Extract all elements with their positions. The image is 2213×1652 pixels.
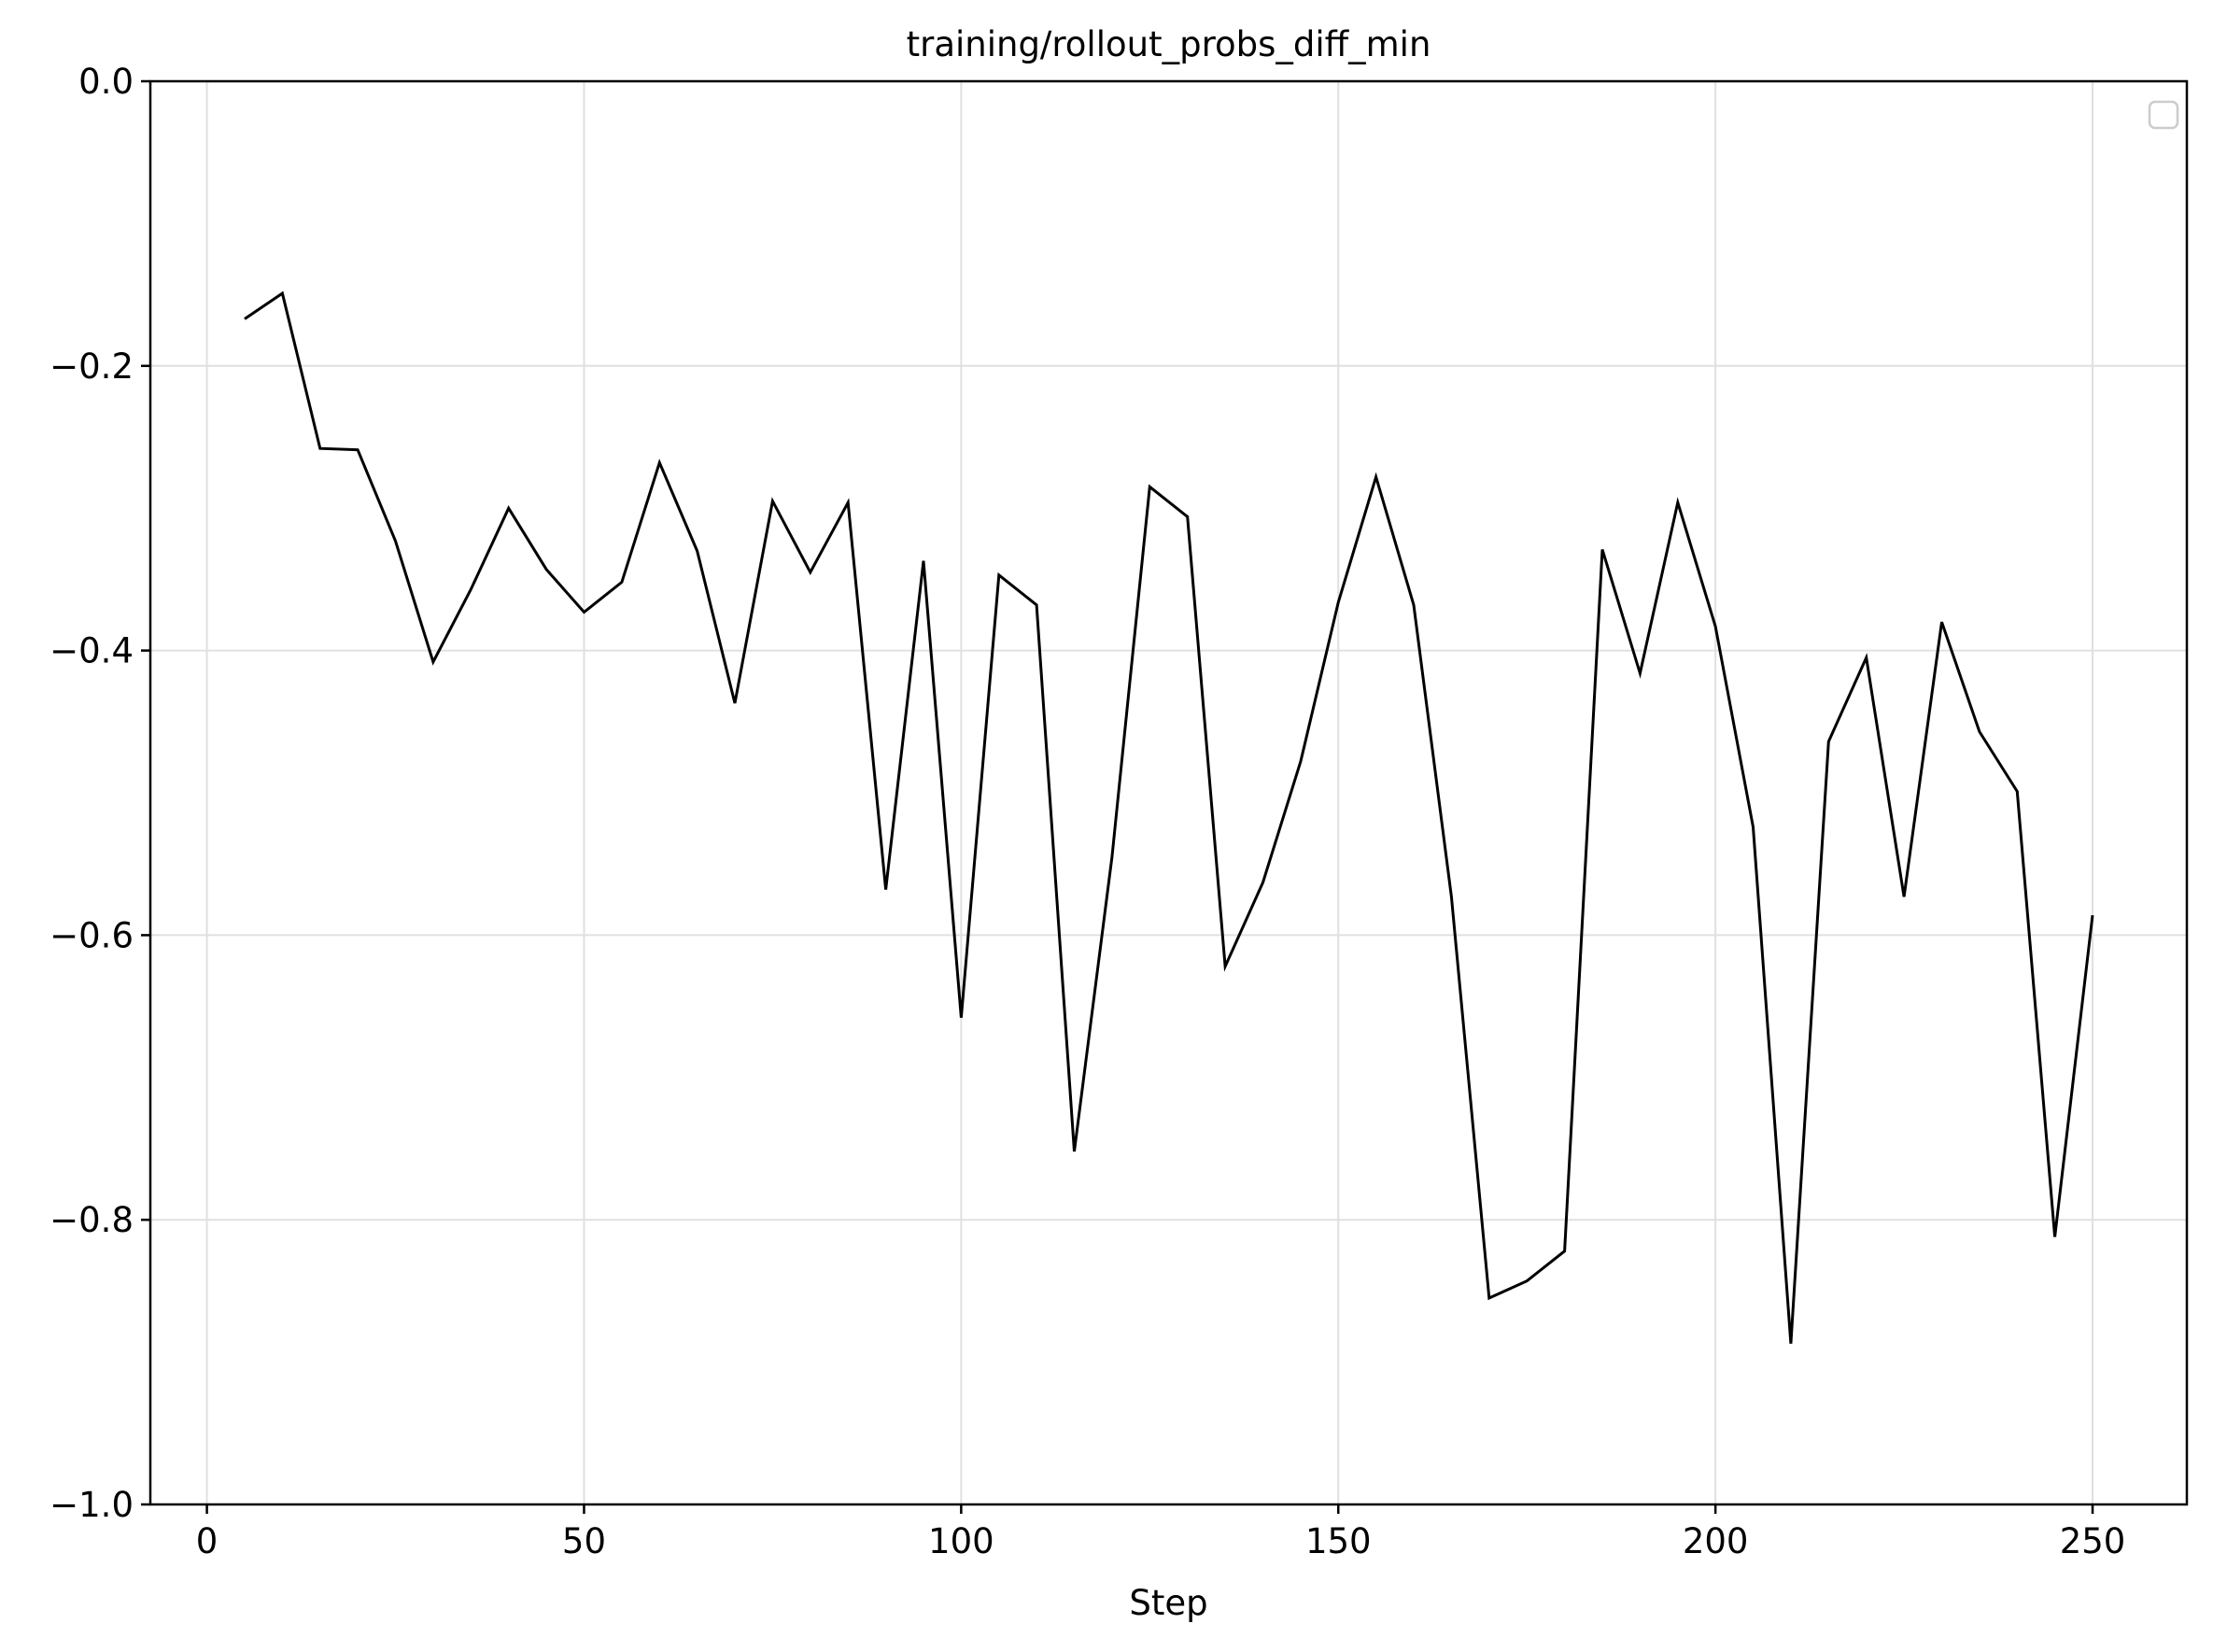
y-tick-label: −1.0 [49, 1485, 134, 1525]
plot-lines [244, 290, 2094, 1344]
y-tick-label: −0.2 [49, 346, 134, 387]
x-tick-label: 150 [1305, 1521, 1372, 1561]
x-tick-label: 0 [196, 1521, 218, 1561]
y-tick-label: −0.8 [49, 1200, 134, 1240]
y-tick-label: 0.0 [78, 62, 134, 102]
x-tick-label: 100 [928, 1521, 994, 1561]
y-tick-label: −0.4 [49, 631, 134, 671]
axes-frame [148, 79, 2189, 1506]
series-line-0 [244, 290, 2094, 1344]
legend-box [2148, 100, 2179, 130]
x-tick-label: 50 [562, 1521, 606, 1561]
x-tick-label: 250 [2060, 1521, 2126, 1561]
x-axis-label: Step [1129, 1583, 1207, 1623]
ticks: 0 50 100 150 200 250 0.0 −0.2 −0.4 −0.6 −0.8 −1.0 [49, 62, 2125, 1561]
x-tick-label: 200 [1683, 1521, 1749, 1561]
chart-title: training/rollout_probs_diff_min [907, 24, 1431, 64]
y-tick-label: −0.6 [49, 915, 134, 955]
